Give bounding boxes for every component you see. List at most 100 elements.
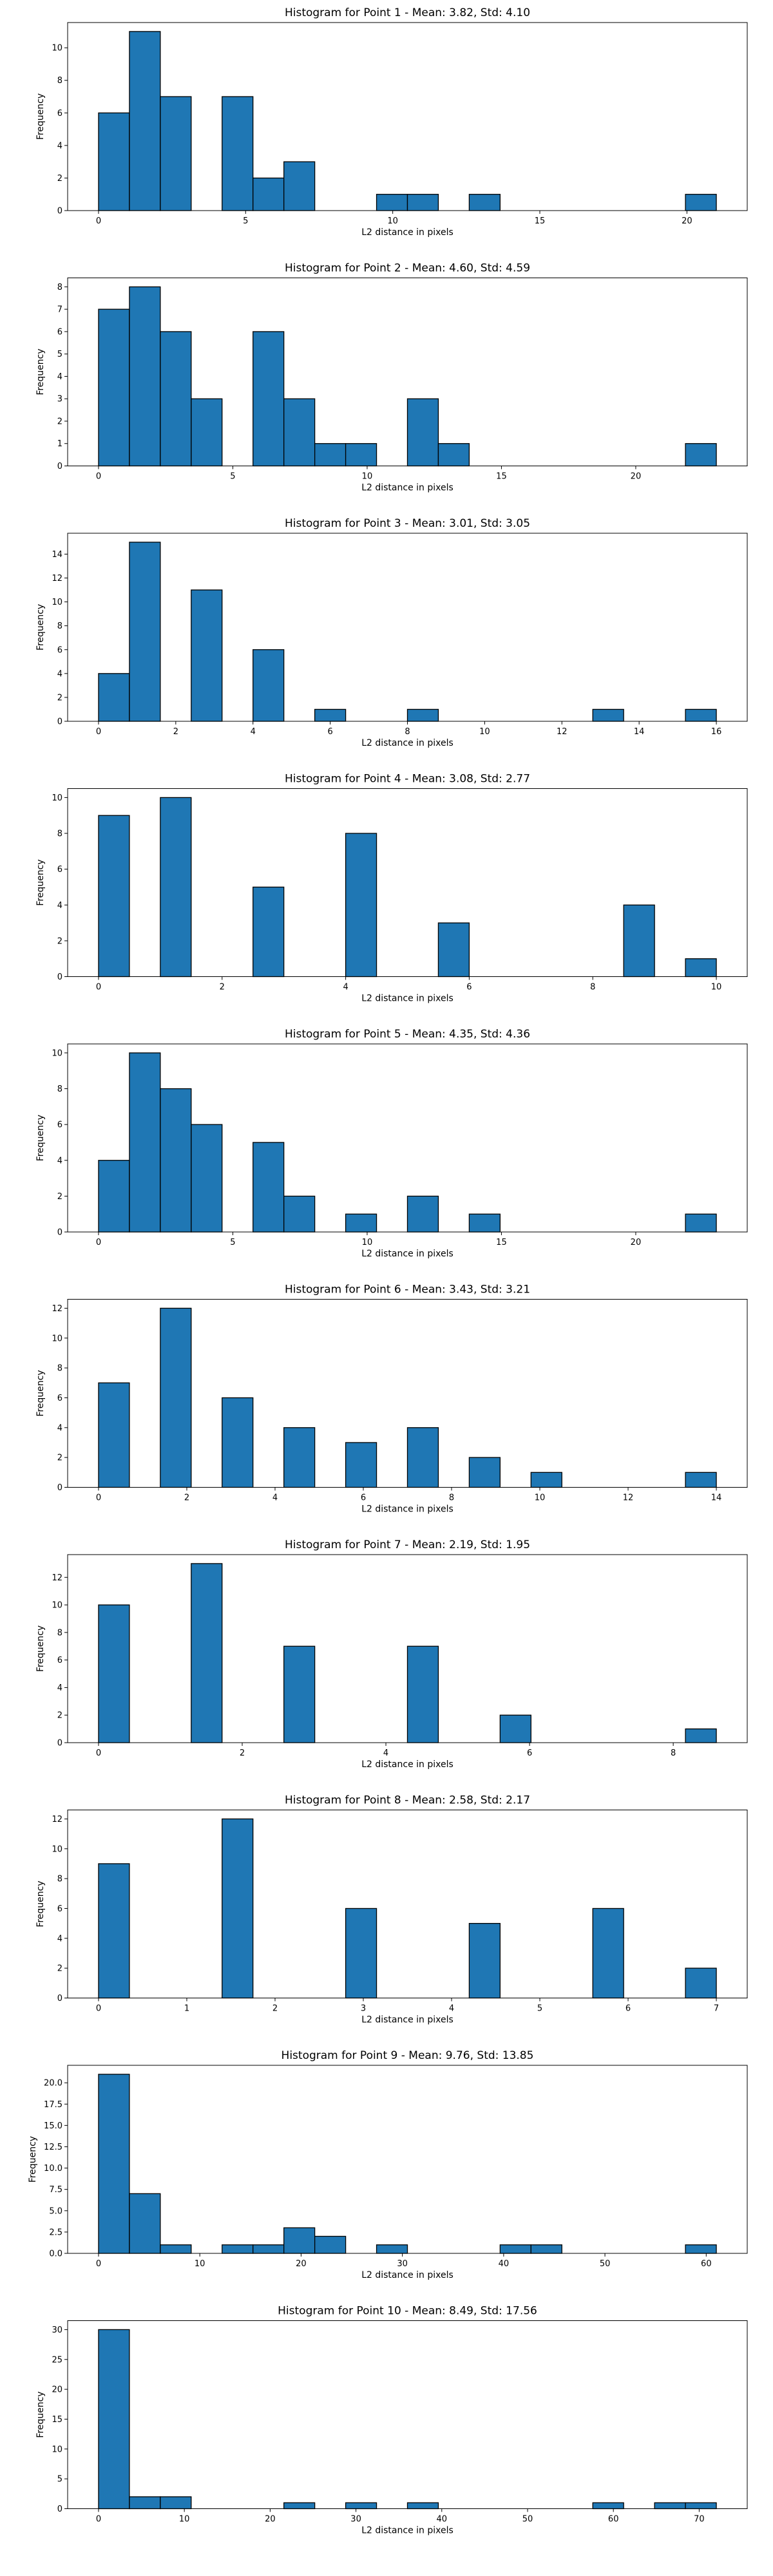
histogram-bar xyxy=(191,1563,223,1743)
histogram-bar xyxy=(499,2244,531,2254)
histogram-bar xyxy=(283,2502,316,2510)
x-tick-label: 50 xyxy=(600,2259,611,2269)
histogram-panel-6: Histogram for Point 6 - Mean: 3.43, Std:… xyxy=(35,1283,748,1515)
y-tick-label: 6 xyxy=(57,1394,62,1403)
x-tick-label: 10 xyxy=(711,983,722,992)
y-tick-label: 14 xyxy=(52,550,62,560)
histogram-panel-8: Histogram for Point 8 - Mean: 2.58, Std:… xyxy=(35,1794,748,2025)
y-tick-label: 8 xyxy=(57,1875,62,1884)
x-tick-label: 30 xyxy=(397,2259,408,2269)
y-tick-label: 0 xyxy=(57,1739,62,1748)
x-tick-label: 60 xyxy=(608,2515,619,2524)
histogram-bar xyxy=(160,2496,192,2510)
histogram-bar xyxy=(314,708,347,722)
x-tick-label: 40 xyxy=(437,2515,448,2524)
histogram-bar xyxy=(98,1863,130,1999)
x-tick-label: 0 xyxy=(96,1748,101,1758)
x-tick-label: 6 xyxy=(466,983,472,992)
histogram-bar xyxy=(530,1472,562,1488)
histogram-bar xyxy=(345,443,377,467)
histogram-bar xyxy=(253,331,285,467)
chart-title: Histogram for Point 7 - Mean: 2.19, Std:… xyxy=(285,1539,530,1551)
y-tick-label: 0 xyxy=(57,207,62,216)
histogram-bar xyxy=(253,177,285,211)
histogram-bar xyxy=(253,2244,285,2254)
histogram-panel-4: Histogram for Point 4 - Mean: 3.08, Std:… xyxy=(35,773,748,1004)
x-tick-label: 6 xyxy=(327,727,332,737)
histogram-panel-5: Histogram for Point 5 - Mean: 4.35, Std:… xyxy=(35,1028,748,1259)
histogram-bar xyxy=(345,1442,377,1488)
x-axis-label: L2 distance in pixels xyxy=(361,1249,453,1259)
x-tick-label: 10 xyxy=(387,216,398,226)
x-tick-label: 4 xyxy=(343,983,348,992)
histogram-bar xyxy=(283,1195,316,1233)
chart-title: Histogram for Point 9 - Mean: 9.76, Std:… xyxy=(282,2049,534,2062)
histogram-bar xyxy=(98,815,130,978)
x-tick-label: 6 xyxy=(625,2004,631,2014)
histogram-bar xyxy=(283,2227,316,2254)
axes-frame xyxy=(67,1554,748,1743)
y-axis-label: Frequency xyxy=(35,1115,46,1161)
y-tick-label: 20 xyxy=(52,2385,62,2395)
y-axis-label: Frequency xyxy=(35,1370,46,1416)
histogram-bar xyxy=(437,443,470,467)
x-tick-label: 8 xyxy=(590,983,595,992)
axes-frame xyxy=(67,1299,748,1488)
x-tick-label: 4 xyxy=(251,727,256,737)
x-tick-label: 40 xyxy=(499,2259,510,2269)
x-axis-label: L2 distance in pixels xyxy=(361,2270,453,2280)
histogram-bar xyxy=(592,708,624,722)
y-axis-label: Frequency xyxy=(35,348,46,395)
chart-title: Histogram for Point 10 - Mean: 8.49, Std… xyxy=(278,2305,537,2318)
x-axis-label: L2 distance in pixels xyxy=(361,2015,453,2025)
y-tick-label: 2 xyxy=(57,1711,62,1721)
y-tick-label: 10.0 xyxy=(44,2164,62,2174)
y-tick-label: 2 xyxy=(57,936,62,946)
histogram-bar xyxy=(345,2502,377,2510)
x-tick-label: 2 xyxy=(220,983,225,992)
y-tick-label: 0 xyxy=(57,462,62,471)
axes-frame xyxy=(67,2320,748,2509)
histogram-bar xyxy=(345,1908,377,1999)
y-tick-label: 2 xyxy=(57,1192,62,1202)
histogram-bar xyxy=(345,833,377,978)
y-tick-label: 2 xyxy=(57,1964,62,1974)
x-tick-label: 0 xyxy=(96,1238,101,1247)
y-tick-label: 10 xyxy=(52,1334,62,1343)
y-tick-label: 8 xyxy=(57,1628,62,1638)
x-axis-label: L2 distance in pixels xyxy=(361,1504,453,1515)
x-tick-label: 6 xyxy=(527,1748,532,1758)
x-tick-label: 70 xyxy=(694,2515,705,2524)
histogram-bar xyxy=(685,443,717,467)
histogram-bar xyxy=(685,1967,717,1999)
x-tick-label: 8 xyxy=(671,1748,676,1758)
x-axis-label: L2 distance in pixels xyxy=(361,994,453,1004)
x-tick-label: 7 xyxy=(714,2004,719,2014)
histogram-bar xyxy=(253,886,285,978)
histogram-panel-7: Histogram for Point 7 - Mean: 2.19, Std:… xyxy=(35,1539,748,1770)
histogram-panel-1: Histogram for Point 1 - Mean: 3.82, Std:… xyxy=(35,6,748,238)
x-tick-label: 30 xyxy=(350,2515,361,2524)
y-tick-label: 2 xyxy=(57,174,62,184)
y-axis-label: Frequency xyxy=(35,2391,46,2438)
y-tick-label: 25 xyxy=(52,2355,62,2365)
y-tick-label: 4 xyxy=(57,669,62,679)
x-tick-label: 8 xyxy=(449,1493,454,1503)
x-tick-label: 5 xyxy=(537,2004,542,2014)
x-tick-label: 10 xyxy=(479,727,490,737)
histogram-bar xyxy=(623,904,655,978)
histogram-bar xyxy=(406,1195,439,1233)
y-tick-label: 8 xyxy=(57,1084,62,1094)
histogram-bar xyxy=(253,649,285,722)
histogram-bar xyxy=(160,96,192,211)
x-tick-label: 4 xyxy=(272,1493,278,1503)
y-tick-label: 12 xyxy=(52,1573,62,1583)
x-tick-label: 0 xyxy=(96,216,101,226)
x-tick-label: 6 xyxy=(361,1493,366,1503)
y-tick-label: 20.0 xyxy=(44,2079,62,2088)
histogram-bar xyxy=(129,286,161,467)
y-tick-label: 2.5 xyxy=(49,2228,62,2237)
y-tick-label: 3 xyxy=(57,395,62,404)
histogram-bar xyxy=(406,398,439,467)
y-tick-label: 17.5 xyxy=(44,2100,62,2110)
